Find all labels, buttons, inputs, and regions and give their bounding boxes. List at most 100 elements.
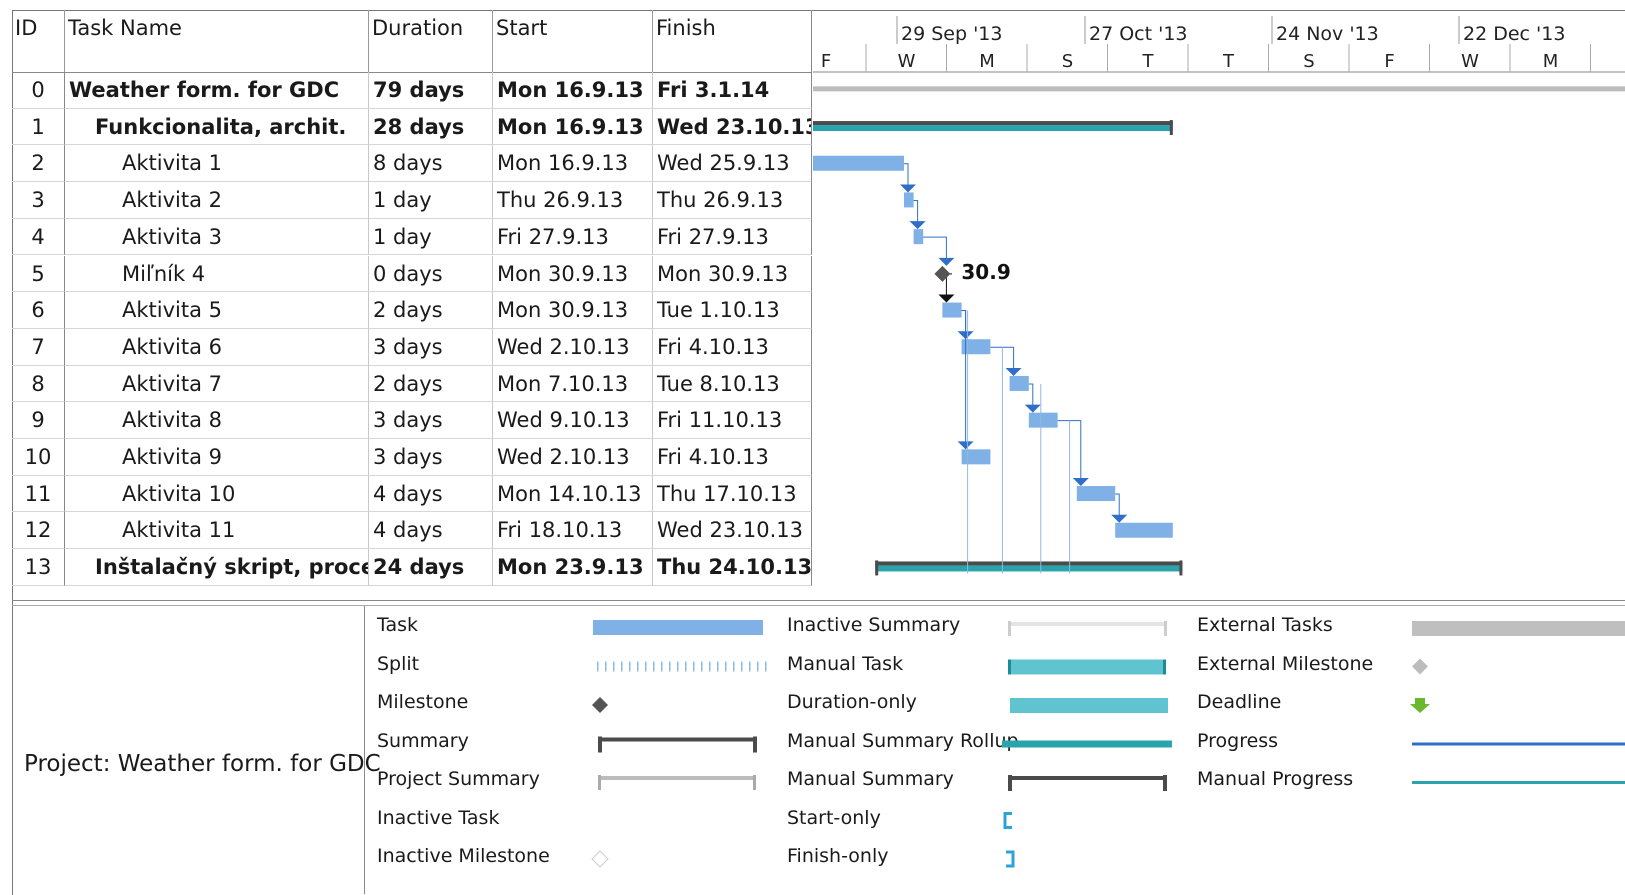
task-duration[interactable]: 0 days (369, 255, 493, 293)
task-duration[interactable]: 4 days (369, 512, 493, 550)
task-finish[interactable]: Fri 27.9.13 (653, 218, 812, 256)
row-id[interactable]: 1 (12, 108, 65, 146)
task-name[interactable]: Aktivita 9 (65, 439, 369, 476)
task-finish[interactable]: Wed 23.10.13 (653, 108, 812, 146)
task-start[interactable]: Mon 23.9.13 (493, 549, 653, 586)
row-id[interactable]: 11 (12, 475, 65, 513)
row-id[interactable]: 12 (12, 512, 65, 550)
split-swatch (741, 661, 743, 672)
task-name[interactable]: Miľník 4 (65, 255, 369, 293)
task-start[interactable]: Mon 30.9.13 (493, 255, 653, 293)
task-start[interactable]: Mon 7.10.13 (493, 365, 653, 403)
task-name[interactable]: Funkcionalita, archit. (65, 108, 369, 146)
task-start[interactable]: Wed 2.10.13 (493, 439, 653, 476)
task-start[interactable]: Wed 9.10.13 (493, 402, 653, 439)
task-finish[interactable]: Fri 4.10.13 (653, 328, 812, 366)
table-row[interactable]: 1 Funkcionalita, archit. 28 days Mon 16.9.1… (12, 108, 812, 146)
task-finish[interactable]: Fri 4.10.13 (653, 439, 812, 476)
task-start[interactable]: Mon 30.9.13 (493, 292, 653, 329)
manual-summary-swatch-cap (1008, 775, 1012, 791)
table-row[interactable]: 12 Aktivita 11 4 days Fri 18.10.13 Wed 23.10… (12, 512, 812, 550)
task-start[interactable]: Mon 16.9.13 (493, 145, 653, 183)
major-label: 29 Sep '13 (901, 23, 1002, 45)
task-name[interactable]: Aktivita 11 (65, 512, 369, 550)
task-start[interactable]: Mon 16.9.13 (493, 108, 653, 146)
major-label: 22 Dec '13 (1463, 23, 1565, 45)
task-name[interactable]: Aktivita 10 (65, 475, 369, 513)
task-name[interactable]: Aktivita 1 (65, 145, 369, 183)
table-row[interactable]: 11 Aktivita 10 4 days Mon 14.10.13 Thu 17.10… (12, 475, 812, 513)
task-name[interactable]: Aktivita 3 (65, 218, 369, 256)
col-header-id[interactable]: ID (12, 10, 65, 72)
row-id[interactable]: 5 (12, 255, 65, 293)
task-name[interactable]: Aktivita 2 (65, 182, 369, 219)
table-row[interactable]: 0 Weather form. for GDC 79 days Mon 16.9.13… (12, 72, 812, 109)
task-duration[interactable]: 1 day (369, 218, 493, 256)
task-finish[interactable]: Fri 3.1.14 (653, 72, 812, 109)
task-name[interactable]: Aktivita 6 (65, 328, 369, 366)
table-row[interactable]: 13 Inštalačný skript, proces 24 days Mon 23… (12, 549, 812, 586)
task-start[interactable]: Mon 14.10.13 (493, 475, 653, 513)
task-finish[interactable]: Wed 25.9.13 (653, 145, 812, 183)
task-duration[interactable]: 28 days (369, 108, 493, 146)
task-name[interactable]: Aktivita 5 (65, 292, 369, 329)
task-duration[interactable]: 4 days (369, 475, 493, 513)
task-duration[interactable]: 79 days (369, 72, 493, 109)
task-finish[interactable]: Tue 1.10.13 (653, 292, 812, 329)
task-finish[interactable]: Thu 17.10.13 (653, 475, 812, 513)
task-duration[interactable]: 8 days (369, 145, 493, 183)
task-start[interactable]: Fri 27.9.13 (493, 218, 653, 256)
task-start[interactable]: Fri 18.10.13 (493, 512, 653, 550)
row-id[interactable]: 3 (12, 182, 65, 219)
row-id[interactable]: 4 (12, 218, 65, 256)
row-id[interactable]: 9 (12, 402, 65, 439)
task-start[interactable]: Mon 16.9.13 (493, 72, 653, 109)
col-header-duration[interactable]: Duration (369, 10, 493, 72)
row-id[interactable]: 8 (12, 365, 65, 403)
col-header-finish[interactable]: Finish (653, 10, 812, 72)
task-duration[interactable]: 3 days (369, 328, 493, 366)
task-finish[interactable]: Tue 8.10.13 (653, 365, 812, 403)
link-arrow (938, 257, 955, 266)
task-duration[interactable]: 2 days (369, 292, 493, 329)
task-start[interactable]: Thu 26.9.13 (493, 182, 653, 219)
task-name[interactable]: Inštalačný skript, proces (65, 549, 369, 586)
milestone-label: 30.9 (961, 260, 1010, 284)
summary-swatch-cap (598, 736, 602, 753)
minor-label: S (1303, 51, 1314, 72)
task-name[interactable]: Aktivita 8 (65, 402, 369, 439)
col-header-start[interactable]: Start (493, 10, 653, 72)
dependency-link (913, 199, 919, 226)
row-id[interactable]: 0 (12, 72, 65, 109)
row-id[interactable]: 10 (12, 439, 65, 476)
task-duration[interactable]: 3 days (369, 439, 493, 476)
row-id[interactable]: 6 (12, 292, 65, 329)
row-id[interactable]: 2 (12, 145, 65, 183)
task-duration[interactable]: 1 day (369, 182, 493, 219)
task-finish[interactable]: Thu 26.9.13 (653, 182, 812, 219)
task-start[interactable]: Wed 2.10.13 (493, 328, 653, 366)
task-finish[interactable]: Fri 11.10.13 (653, 402, 812, 439)
task-duration[interactable]: 24 days (369, 549, 493, 586)
task-name[interactable]: Aktivita 7 (65, 365, 369, 403)
col-header-name[interactable]: Task Name (65, 10, 369, 72)
row-id[interactable]: 7 (12, 328, 65, 366)
task-duration[interactable]: 3 days (369, 402, 493, 439)
legend: Project: Weather form. for GDC Task Split… (12, 606, 1625, 894)
row-id[interactable]: 13 (12, 549, 65, 586)
task-name[interactable]: Weather form. for GDC (65, 72, 369, 109)
task-duration[interactable]: 2 days (369, 365, 493, 403)
task-finish[interactable]: Mon 30.9.13 (653, 255, 812, 293)
task-finish[interactable]: Thu 24.10.13 (653, 549, 812, 586)
task-bar (904, 192, 914, 208)
task-finish[interactable]: Wed 23.10.13 (653, 512, 812, 550)
